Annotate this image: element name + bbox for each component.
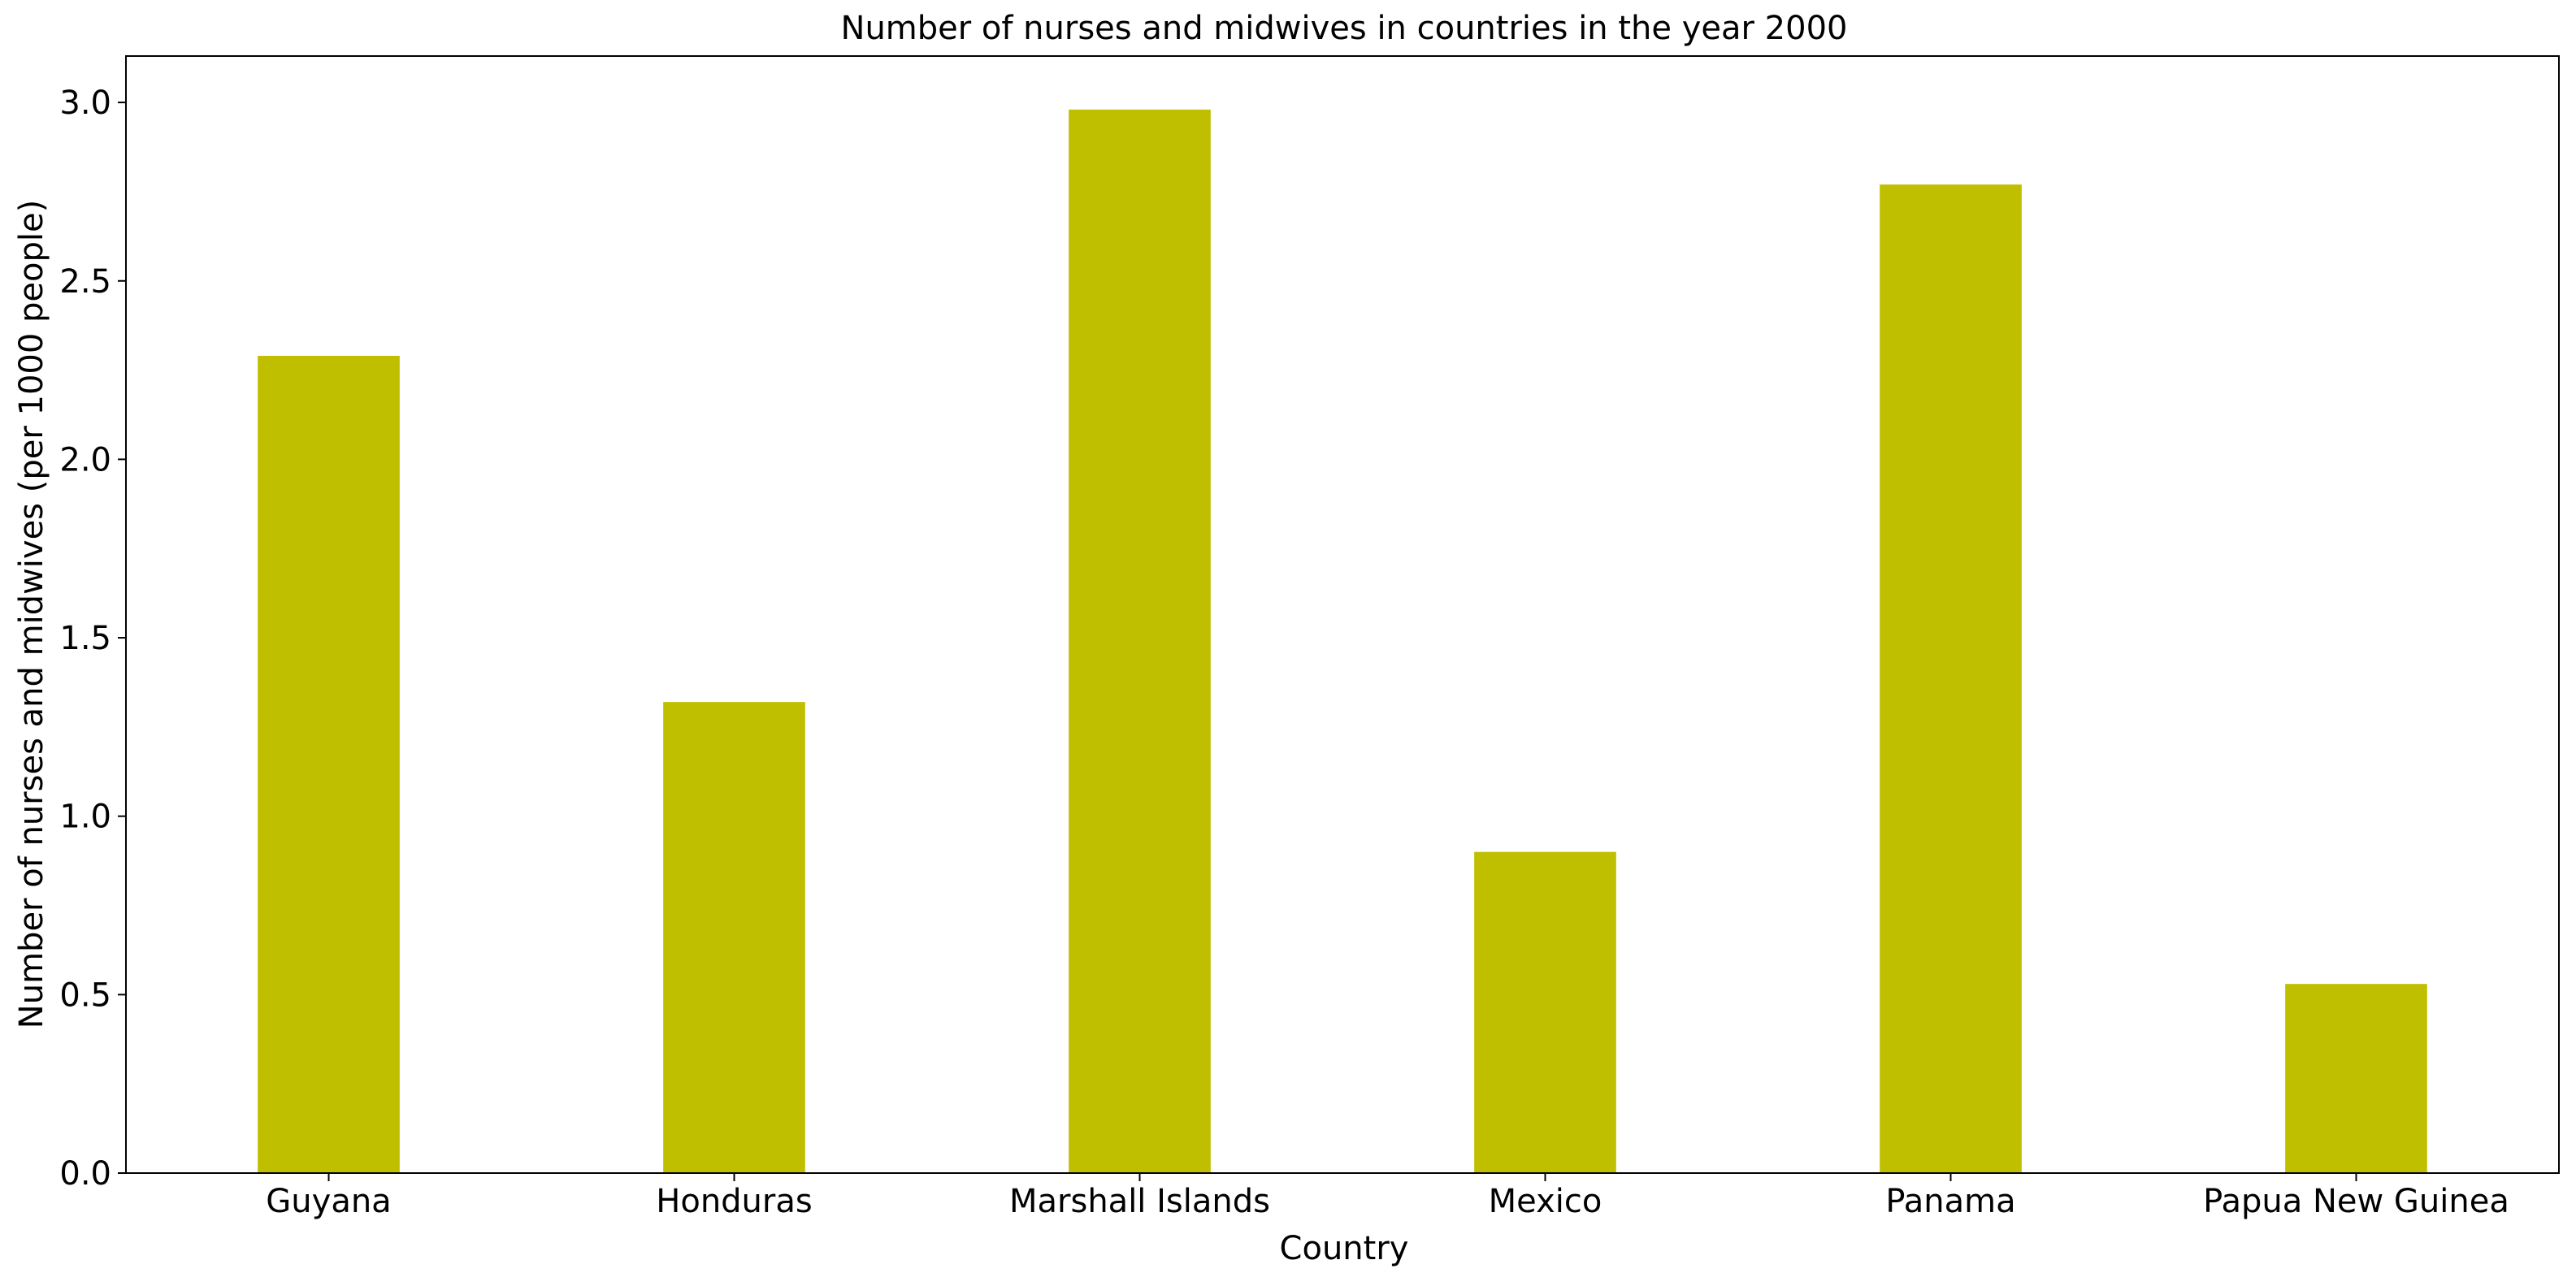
x-tick-label: Honduras bbox=[656, 1183, 812, 1220]
bars-group bbox=[258, 109, 2427, 1174]
chart-title: Number of nurses and midwives in countri… bbox=[841, 10, 1848, 47]
bar-panama bbox=[1880, 184, 2022, 1173]
y-tick-label: 1.0 bbox=[59, 799, 111, 836]
x-axis-label: Country bbox=[1280, 1230, 1409, 1267]
bar-mexico bbox=[1474, 851, 1616, 1173]
y-tick-label: 2.0 bbox=[59, 441, 111, 478]
y-tick-label: 3.0 bbox=[59, 84, 111, 122]
bar-honduras bbox=[663, 702, 805, 1173]
y-tick-label: 0.0 bbox=[59, 1155, 111, 1193]
y-tick-label: 0.5 bbox=[59, 976, 111, 1014]
x-axis-ticks: Guyana Honduras Marshall Islands Mexico Pana… bbox=[266, 1173, 2509, 1220]
y-tick-label: 2.5 bbox=[59, 263, 111, 301]
x-tick-label: Marshall Islands bbox=[1009, 1183, 1270, 1220]
y-tick-label: 1.5 bbox=[59, 620, 111, 657]
bar-marshall-islands bbox=[1069, 109, 1211, 1174]
y-axis-label: Number of nurses and midwives (per 1000 … bbox=[13, 200, 50, 1028]
bar-papua-new-guinea bbox=[2285, 984, 2427, 1173]
plot-frame bbox=[125, 55, 2560, 1174]
x-tick-label: Panama bbox=[1885, 1183, 2015, 1220]
x-tick-label: Mexico bbox=[1489, 1183, 1602, 1220]
x-tick-label: Papua New Guinea bbox=[2203, 1183, 2509, 1220]
y-axis-ticks: 0.0 0.5 1.0 1.5 2.0 2.5 3.0 bbox=[59, 84, 126, 1193]
bar-guyana bbox=[258, 356, 400, 1173]
x-tick-label: Guyana bbox=[266, 1183, 391, 1220]
